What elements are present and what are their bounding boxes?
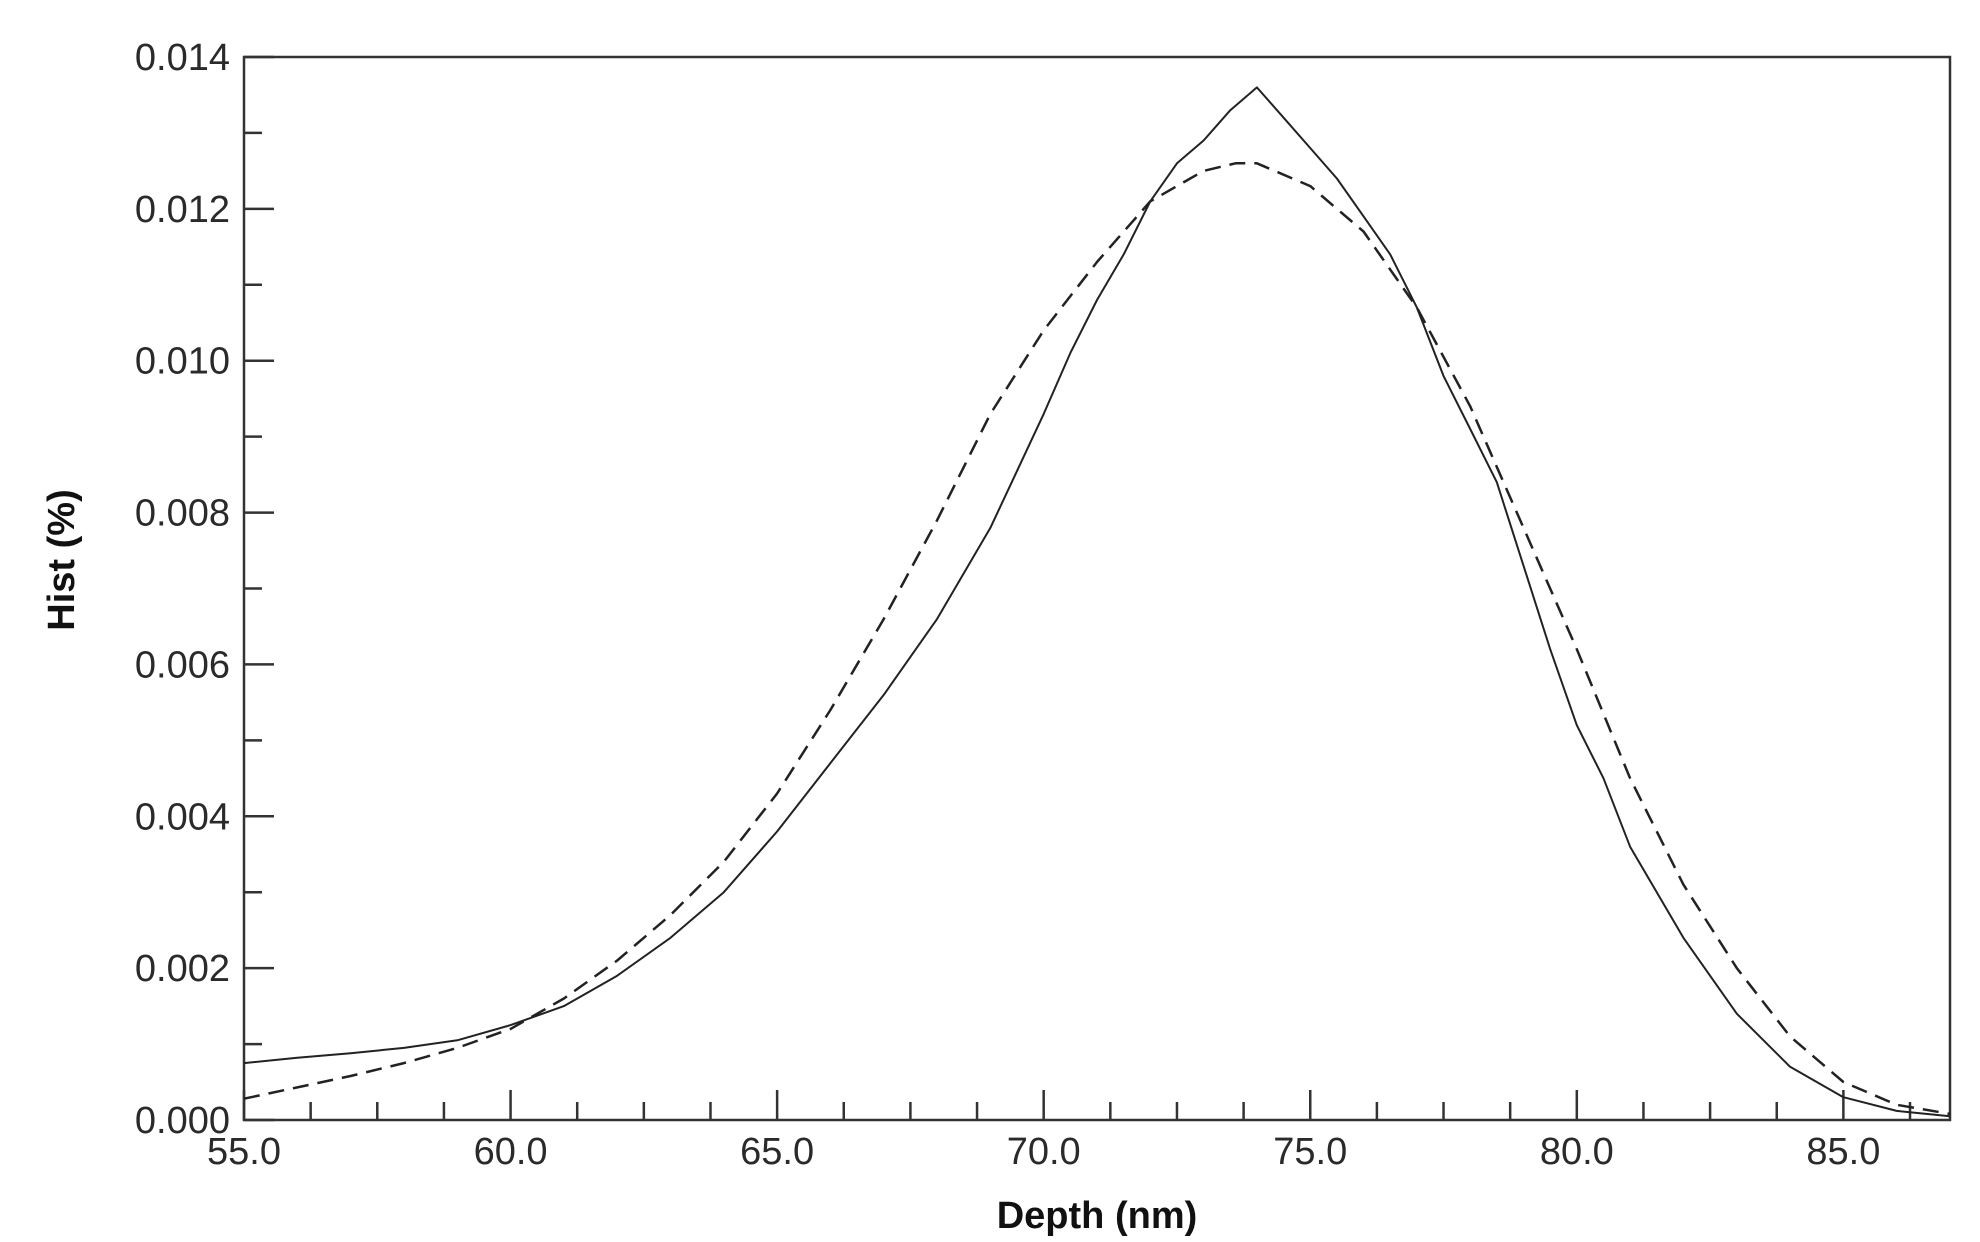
- x-axis: 55.0 60.0 65.0 70.0 75.0 80.0 85.0: [207, 1090, 1912, 1173]
- y-axis-title: Hist (%): [41, 489, 83, 630]
- x-tick-label: 60.0: [474, 1131, 548, 1173]
- y-tick-label: 0.012: [135, 189, 230, 231]
- y-tick-label: 0.006: [135, 644, 230, 686]
- y-tick-label: 0.010: [135, 341, 230, 383]
- x-tick-label: 75.0: [1273, 1131, 1347, 1173]
- y-tick-label: 0.014: [135, 37, 230, 79]
- x-tick-label: 65.0: [740, 1131, 814, 1173]
- histogram-line-solid: [243, 86, 1951, 1118]
- y-axis: 0.000 0.002 0.004 0.006 0.008 0.010 0.012 0.014: [135, 37, 274, 1142]
- y-tick-label: 0.008: [135, 493, 230, 535]
- y-tick-label: 0.000: [135, 1100, 230, 1142]
- x-tick-label: 85.0: [1806, 1131, 1880, 1173]
- series-layer: [243, 86, 1951, 1118]
- x-tick-label: 55.0: [207, 1131, 281, 1173]
- y-tick-label: 0.004: [135, 796, 230, 838]
- x-tick-label: 80.0: [1540, 1131, 1614, 1173]
- x-axis-title: Depth (nm): [997, 1195, 1198, 1237]
- plot-area-frame: [242, 55, 1952, 1122]
- x-tick-label: 70.0: [1007, 1131, 1081, 1173]
- fit-curve-dashed: [243, 162, 1951, 1116]
- y-tick-label: 0.002: [135, 948, 230, 990]
